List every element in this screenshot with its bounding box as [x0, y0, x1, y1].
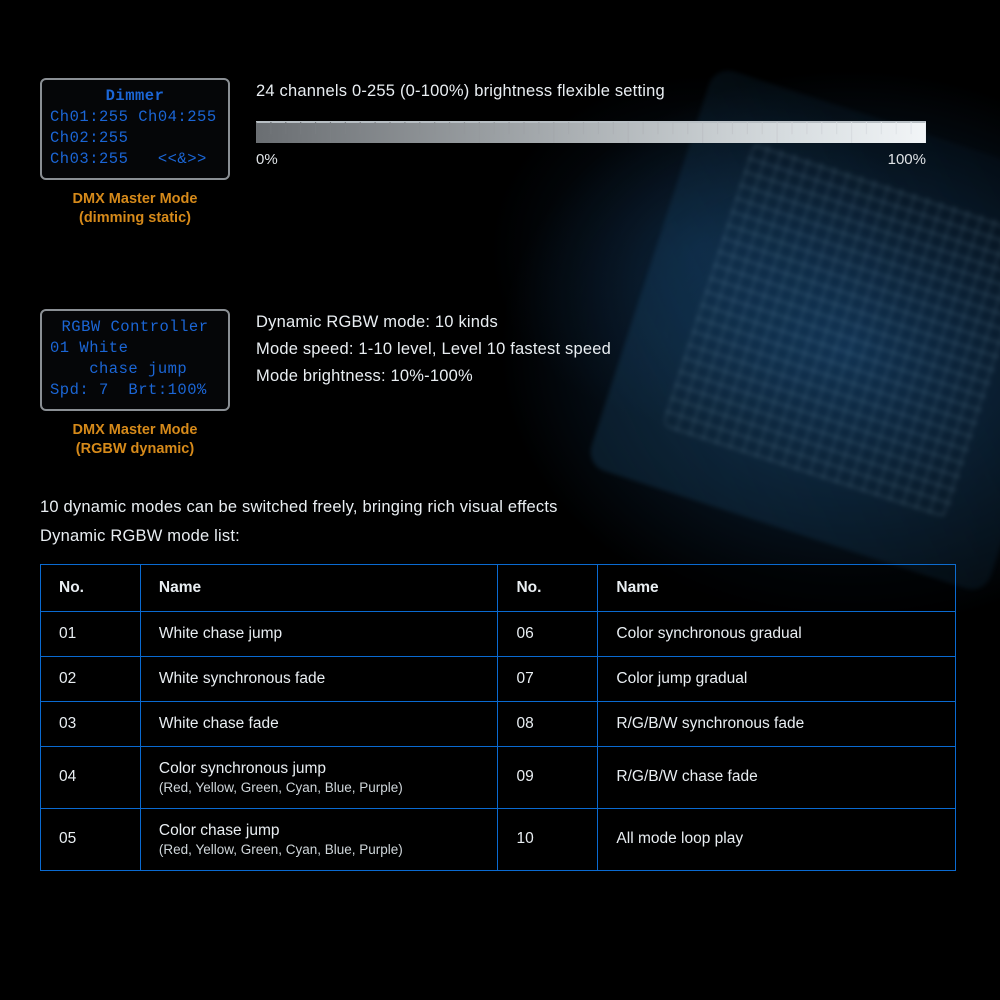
rgbw-lcd-row1: 01 White — [50, 338, 220, 359]
cell-no: 06 — [498, 611, 598, 656]
section-rgbw: RGBW Controller 01 White chase jump Spd:… — [0, 229, 1000, 460]
dimmer-desc: 24 channels 0-255 (0-100%) brightness fl… — [256, 82, 960, 101]
dimmer-right: 24 channels 0-255 (0-100%) brightness fl… — [256, 78, 960, 168]
intro-block: 10 dynamic modes can be switched freely,… — [0, 460, 1000, 546]
rgbw-caption: DMX Master Mode (RGBW dynamic) — [40, 421, 230, 460]
cell-name: White synchronous fade — [140, 656, 498, 701]
cell-no: 04 — [41, 746, 141, 808]
cell-name: R/G/B/W chase fade — [598, 746, 956, 808]
dimmer-lcd-title: Dimmer — [50, 86, 220, 107]
th-no-left: No. — [41, 564, 141, 611]
dimmer-panel: Dimmer Ch01:255 Ch04:255 Ch02:255 Ch03:2… — [40, 78, 230, 229]
cell-name: Color jump gradual — [598, 656, 956, 701]
dimmer-lcd: Dimmer Ch01:255 Ch04:255 Ch02:255 Ch03:2… — [40, 78, 230, 180]
table-row: 01White chase jump06Color synchronous gr… — [41, 611, 956, 656]
table-row: 04Color synchronous jump(Red, Yellow, Gr… — [41, 746, 956, 808]
cell-name: White chase fade — [140, 701, 498, 746]
cell-name: Color synchronous jump(Red, Yellow, Gree… — [140, 746, 498, 808]
table-row: 05Color chase jump(Red, Yellow, Green, C… — [41, 808, 956, 870]
ruler-right-label: 100% — [888, 151, 926, 168]
rgbw-lcd: RGBW Controller 01 White chase jump Spd:… — [40, 309, 230, 411]
cell-no: 02 — [41, 656, 141, 701]
rgbw-lcd-row3: Spd: 7 Brt:100% — [50, 380, 220, 401]
cell-no: 09 — [498, 746, 598, 808]
dimmer-caption-l1: DMX Master Mode — [73, 191, 198, 207]
rgbw-caption-l2: (RGBW dynamic) — [76, 441, 194, 457]
rgbw-right: Dynamic RGBW mode: 10 kinds Mode speed: … — [256, 309, 960, 394]
rgbw-panel: RGBW Controller 01 White chase jump Spd:… — [40, 309, 230, 460]
rgbw-desc3: Mode brightness: 10%-100% — [256, 367, 960, 386]
rgbw-caption-l1: DMX Master Mode — [73, 422, 198, 438]
rgbw-lcd-title: RGBW Controller — [50, 317, 220, 338]
brightness-ruler: 0% 100% — [256, 121, 926, 168]
dimmer-lcd-row3: Ch03:255 <<&>> — [50, 149, 220, 170]
dimmer-caption: DMX Master Mode (dimming static) — [40, 190, 230, 229]
intro-line2: Dynamic RGBW mode list: — [40, 527, 960, 546]
cell-name: White chase jump — [140, 611, 498, 656]
rgbw-desc1: Dynamic RGBW mode: 10 kinds — [256, 313, 960, 332]
table-row: 03White chase fade08R/G/B/W synchronous … — [41, 701, 956, 746]
cell-no: 08 — [498, 701, 598, 746]
intro-line1: 10 dynamic modes can be switched freely,… — [40, 498, 960, 517]
cell-no: 03 — [41, 701, 141, 746]
cell-name: Color synchronous gradual — [598, 611, 956, 656]
dimmer-lcd-row2: Ch02:255 — [50, 128, 220, 149]
cell-no: 07 — [498, 656, 598, 701]
dimmer-caption-l2: (dimming static) — [79, 210, 191, 226]
rgbw-desc2: Mode speed: 1-10 level, Level 10 fastest… — [256, 340, 960, 359]
cell-name: All mode loop play — [598, 808, 956, 870]
section-dimmer: Dimmer Ch01:255 Ch04:255 Ch02:255 Ch03:2… — [0, 0, 1000, 229]
cell-no: 05 — [41, 808, 141, 870]
cell-name: R/G/B/W synchronous fade — [598, 701, 956, 746]
cell-no: 01 — [41, 611, 141, 656]
th-no-right: No. — [498, 564, 598, 611]
cell-no: 10 — [498, 808, 598, 870]
ruler-labels: 0% 100% — [256, 151, 926, 168]
cell-name: Color chase jump(Red, Yellow, Green, Cya… — [140, 808, 498, 870]
table-header-row: No. Name No. Name — [41, 564, 956, 611]
table-row: 02White synchronous fade07Color jump gra… — [41, 656, 956, 701]
dimmer-lcd-row1: Ch01:255 Ch04:255 — [50, 107, 220, 128]
ruler-ticks — [256, 121, 926, 143]
ruler-left-label: 0% — [256, 151, 278, 168]
th-name-right: Name — [598, 564, 956, 611]
mode-table: No. Name No. Name 01White chase jump06Co… — [40, 564, 956, 871]
rgbw-lcd-row2: chase jump — [50, 359, 220, 380]
th-name-left: Name — [140, 564, 498, 611]
